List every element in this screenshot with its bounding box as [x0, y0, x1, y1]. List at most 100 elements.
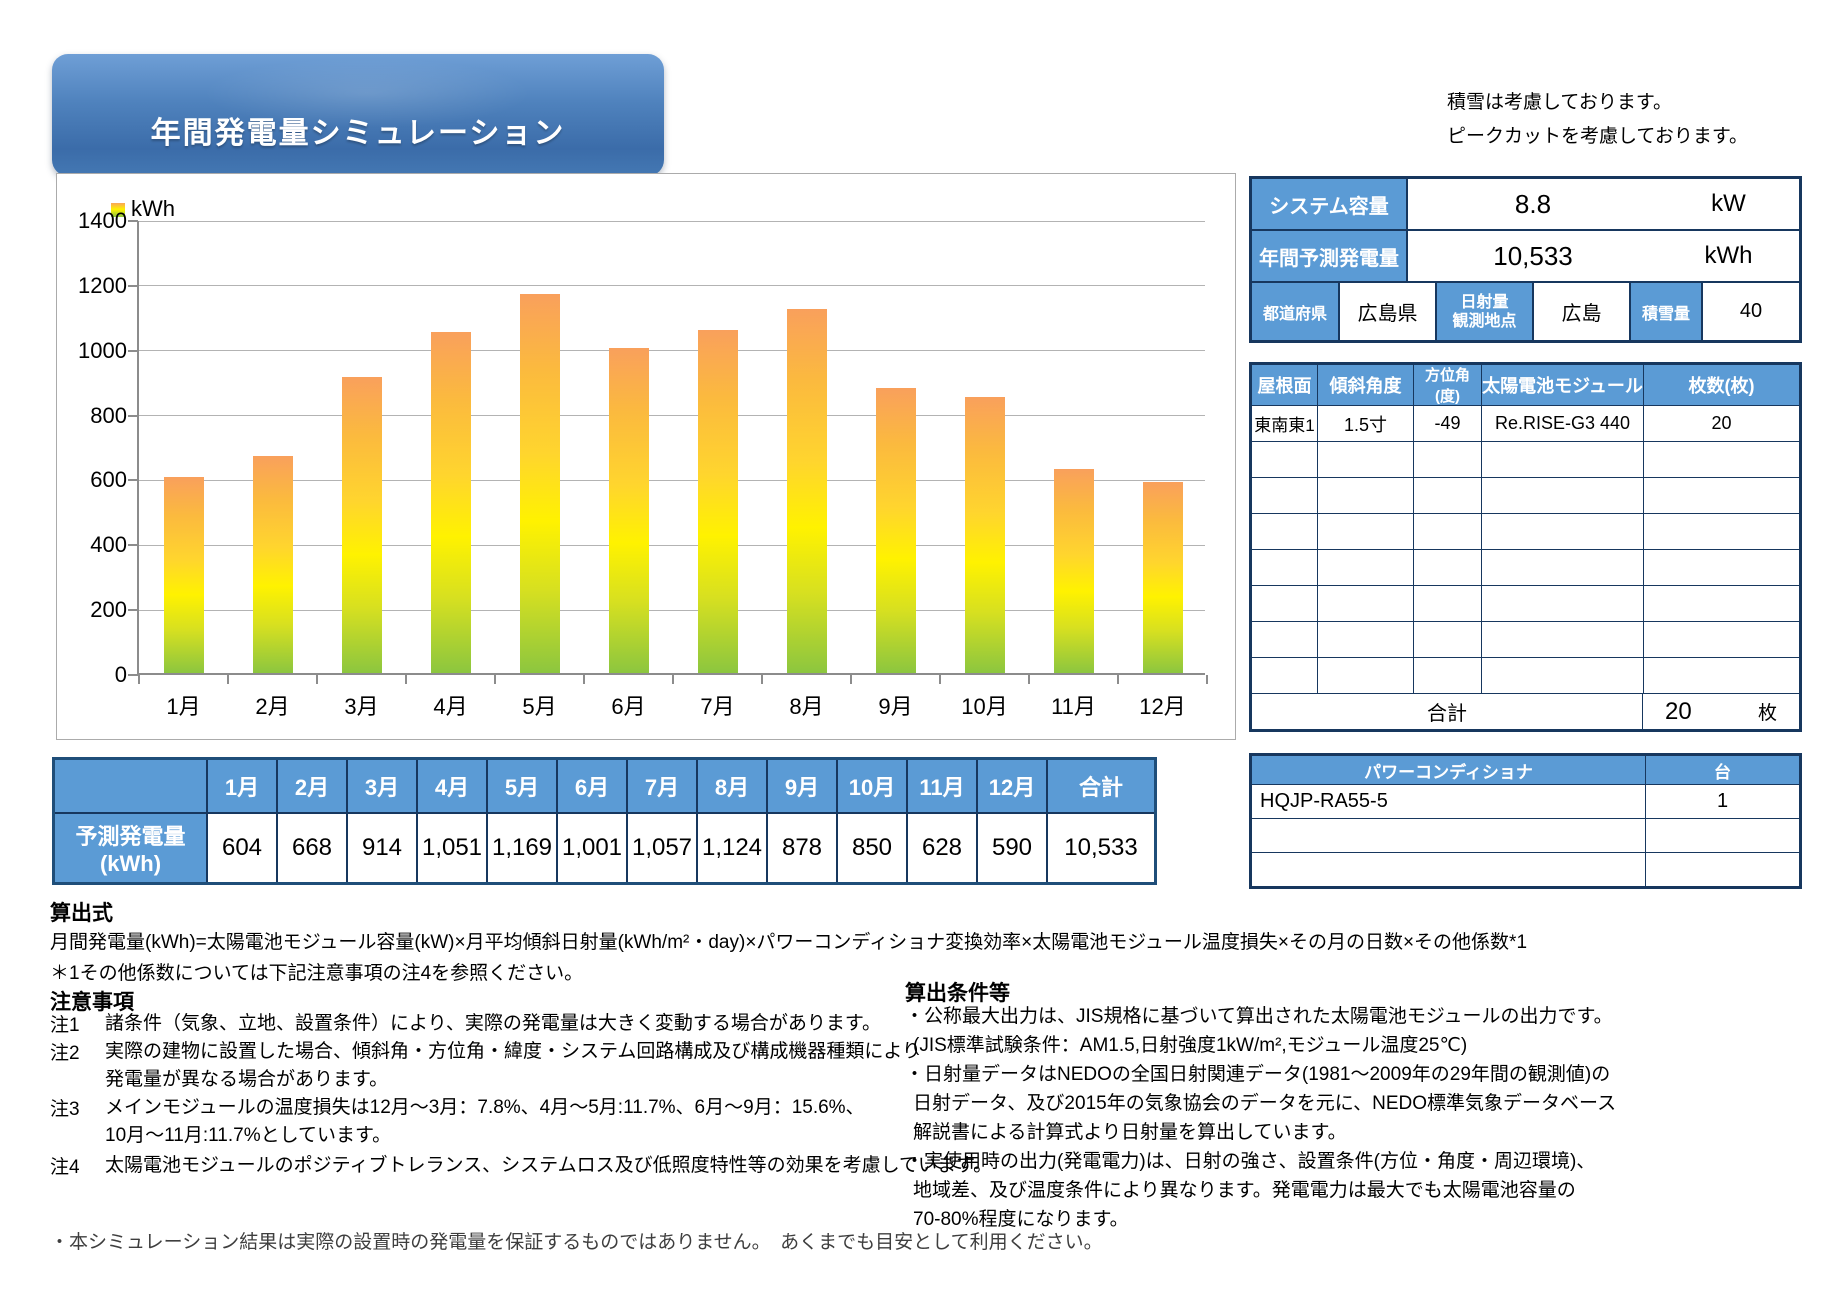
- empty-cell: [1644, 586, 1799, 621]
- roof-surface-value: 東南東1: [1252, 406, 1318, 441]
- formula-heading: 算出式: [50, 902, 113, 925]
- note-label: 注2: [50, 1043, 80, 1064]
- irradiance-site-label: 日射量 観測地点: [1437, 283, 1534, 340]
- gridline-800: [139, 415, 1205, 417]
- month-value-8月: 1,124: [698, 814, 768, 882]
- empty-cell: [1644, 622, 1799, 657]
- month-header-12月: 12月: [978, 760, 1048, 812]
- x-axis-tick-2: [316, 675, 318, 684]
- total-value: 10,533: [1048, 814, 1154, 882]
- chart-bar-8月: [786, 309, 827, 673]
- roof-table-empty-row: [1252, 585, 1799, 621]
- month-header-6月: 6月: [558, 760, 628, 812]
- month-value-4月: 1,051: [418, 814, 488, 882]
- irradiance-site-label-line1: 日射量: [1460, 293, 1509, 311]
- x-axis-label-11月: 11月: [1051, 694, 1096, 719]
- pcs-table-rows: HQJP-RA55-5 1: [1252, 784, 1799, 886]
- empty-cell: [1644, 478, 1799, 513]
- empty-cell: [1318, 586, 1414, 621]
- note-item-注1: 注1 諸条件（気象、立地、設置条件）により、実際の発電量は大きく変動する場合があり…: [50, 1010, 881, 1038]
- x-axis-tick-6: [672, 675, 674, 684]
- empty-cell: [1644, 442, 1799, 477]
- y-axis-label-1200: 1200: [78, 272, 127, 298]
- x-axis-tick-7: [761, 675, 763, 684]
- x-axis-label-4月: 4月: [433, 694, 468, 719]
- page-title: 年間発電量シミュレーション: [150, 117, 566, 150]
- empty-cell: [1414, 622, 1482, 657]
- note-label: 注3: [50, 1099, 80, 1120]
- month-value-5月: 1,169: [488, 814, 558, 882]
- month-value-9月: 878: [768, 814, 838, 882]
- empty-cell: [1482, 658, 1644, 693]
- month-value-6月: 1,001: [558, 814, 628, 882]
- y-axis-label-1000: 1000: [78, 337, 127, 363]
- month-value-11月: 628: [908, 814, 978, 882]
- pcs-model-value: [1252, 819, 1646, 852]
- pcs-table-row: [1252, 818, 1799, 852]
- condition-line: (JIS標準試験条件：AM1.5,日射強度1kW/m²,モジュール温度25℃): [913, 1035, 1468, 1056]
- y-axis-tick-800: [128, 414, 138, 417]
- condition-line: ・実使用時の出力(発電電力)は、日射の強さ、設置条件(方位・角度・周辺環境)、: [905, 1151, 1596, 1172]
- note-text-line: メインモジュールの温度損失は12月～3月：7.8%、4月～5月:11.7%、6月…: [105, 1097, 865, 1118]
- note-label: 注4: [50, 1157, 80, 1178]
- pcs-count-value: [1646, 819, 1799, 852]
- empty-cell: [1318, 550, 1414, 585]
- x-axis-label-5月: 5月: [522, 694, 557, 719]
- month-header-4月: 4月: [418, 760, 488, 812]
- note-item-注2: 注2 実際の建物に設置した場合、傾斜角・方位角・緯度・システム回路構成及び構成機器…: [50, 1038, 921, 1094]
- month-header-2月: 2月: [278, 760, 348, 812]
- prefecture-value: 広島県: [1340, 283, 1437, 340]
- panel-count-value: 20: [1711, 413, 1732, 433]
- notes-heading: 注意事項: [50, 991, 134, 1014]
- x-axis-tick-1: [227, 675, 229, 684]
- month-header-3月: 3月: [348, 760, 418, 812]
- roof-surface-header: 屋根面: [1252, 365, 1318, 405]
- month-header-9月: 9月: [768, 760, 838, 812]
- y-axis-label-400: 400: [90, 532, 127, 558]
- panel-count-header: 枚数(枚): [1688, 376, 1755, 396]
- system-summary-table: システム容量 8.8 kW 年間予測発電量 10,533 kWh 都道府県 広島…: [1249, 176, 1802, 343]
- y-axis-tick-200: [128, 609, 138, 612]
- empty-cell: [1644, 550, 1799, 585]
- gridline-400: [139, 544, 1205, 546]
- power-conditioner-table: パワーコンディショナ 台 HQJP-RA55-5 1: [1249, 753, 1802, 889]
- chart-bar-3月: [341, 377, 382, 673]
- month-value-10月: 850: [838, 814, 908, 882]
- y-axis-label-0: 0: [114, 662, 127, 687]
- chart-bar-1月: [163, 477, 204, 673]
- condition-line: 日射データ、及び2015年の気象協会のデータを元に、NEDO標準気象データベース: [913, 1093, 1617, 1114]
- pcs-model-value: [1252, 853, 1646, 886]
- x-axis-label-3月: 3月: [344, 694, 379, 719]
- snow-amount-label: 積雪量: [1631, 283, 1703, 340]
- x-axis-tick-5: [583, 675, 585, 684]
- empty-cell: [1318, 622, 1414, 657]
- empty-cell: [1252, 442, 1318, 477]
- snow-amount-value: 40: [1739, 300, 1763, 322]
- formula-note: ＊1その他係数については下記注意事項の注4を参照ください。: [50, 963, 584, 984]
- month-value-3月: 914: [348, 814, 418, 882]
- note-text-line: 実際の建物に設置した場合、傾斜角・方位角・緯度・システム回路構成及び構成機器種類…: [105, 1041, 922, 1062]
- prefecture-label: 都道府県: [1252, 283, 1340, 340]
- x-axis-label-1月: 1月: [166, 694, 201, 719]
- chart-bar-6月: [608, 348, 649, 673]
- x-axis-tick-11: [1117, 675, 1119, 684]
- note-text: 太陽電池モジュールのポジティブトレランス、システムロス及び低照度特性等の効果を考…: [105, 1152, 992, 1180]
- empty-cell: [1482, 442, 1644, 477]
- x-axis-tick-9: [939, 675, 941, 684]
- empty-cell: [1482, 478, 1644, 513]
- gridline-200: [139, 609, 1205, 611]
- empty-cell: [1318, 442, 1414, 477]
- monthly-table-header-row: 1月 2月 3月 4月 5月 6月 7月 8月 9月 10月 11月 12月 合計: [55, 760, 1154, 812]
- empty-cell: [1252, 514, 1318, 549]
- empty-cell: [1644, 514, 1799, 549]
- pcs-count-value: 1: [1716, 790, 1729, 812]
- x-axis-tick-10: [1028, 675, 1030, 684]
- roof-table-empty-row: [1252, 441, 1799, 477]
- month-header-11月: 11月: [908, 760, 978, 812]
- roof-table-empty-row: [1252, 513, 1799, 549]
- module-header: 太陽電池モジュール: [1482, 365, 1644, 405]
- system-capacity-label: システム容量: [1252, 179, 1408, 229]
- consideration-notes: 積雪は考慮しております。 ピークカットを考慮しております。: [1447, 86, 1748, 154]
- empty-cell: [1482, 622, 1644, 657]
- monthly-generation-table: 1月 2月 3月 4月 5月 6月 7月 8月 9月 10月 11月 12月 合計 予測発電量(kWh)…: [52, 757, 1157, 885]
